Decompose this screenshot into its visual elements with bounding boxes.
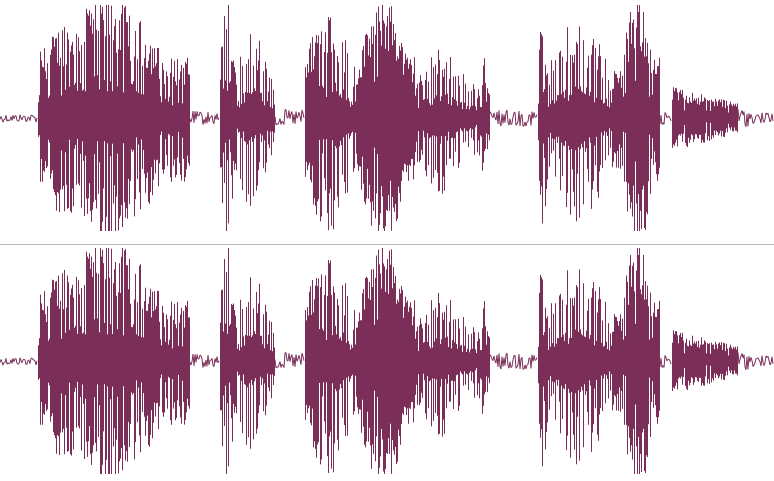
- page: (() => { const data = JSON.parse(documen…: [0, 0, 774, 481]
- waveform-view: [0, 0, 774, 481]
